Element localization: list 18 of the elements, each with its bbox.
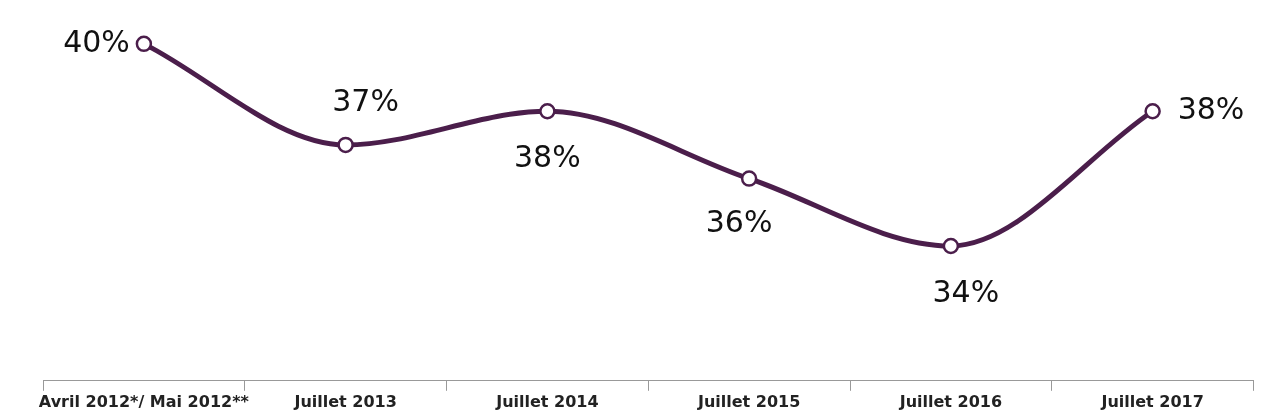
data-label: 34% xyxy=(932,273,1000,309)
point xyxy=(135,35,153,53)
point xyxy=(740,170,758,187)
x-tick-label: Juillet 2016 xyxy=(898,391,1003,411)
point xyxy=(539,102,556,120)
point xyxy=(942,237,960,255)
data-label: 38% xyxy=(1177,91,1245,127)
data-label: 38% xyxy=(514,139,581,175)
data-label: 40% xyxy=(63,23,130,59)
data-label: 37% xyxy=(332,82,399,118)
x-tick-label: Juillet 2017 xyxy=(1100,391,1204,411)
point xyxy=(1144,102,1161,120)
point xyxy=(337,136,354,154)
x-tick-label: Avril 2012*/ Mai 2012** xyxy=(38,391,250,411)
x-tick-label: Juillet 2013 xyxy=(293,391,397,411)
x-tick-label: Juillet 2015 xyxy=(696,391,801,411)
x-tick-label: Juillet 2014 xyxy=(495,391,599,411)
data-label: 36% xyxy=(705,204,773,240)
